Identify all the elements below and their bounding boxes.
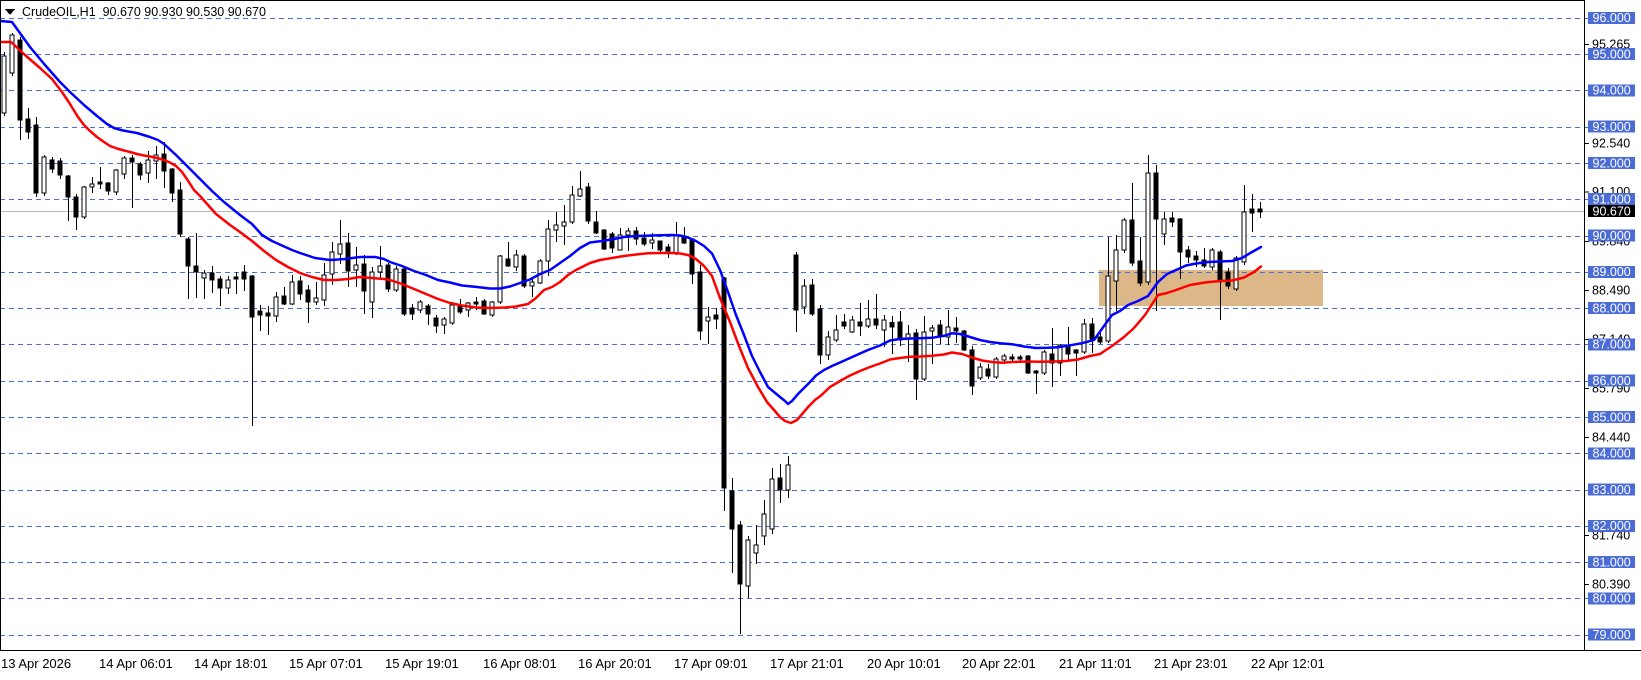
svg-text:93.000: 93.000 xyxy=(1593,120,1631,134)
svg-text:96.000: 96.000 xyxy=(1593,11,1631,25)
svg-text:22 Apr 12:01: 22 Apr 12:01 xyxy=(1251,656,1325,671)
svg-text:21 Apr 23:01: 21 Apr 23:01 xyxy=(1154,656,1228,671)
svg-text:82.000: 82.000 xyxy=(1593,519,1631,533)
svg-text:13 Apr 2026: 13 Apr 2026 xyxy=(1,656,71,671)
svg-text:86.000: 86.000 xyxy=(1593,374,1631,388)
svg-text:94.000: 94.000 xyxy=(1593,84,1631,98)
svg-text:92.540: 92.540 xyxy=(1592,137,1630,151)
svg-text:88.490: 88.490 xyxy=(1592,284,1630,298)
svg-text:15 Apr 07:01: 15 Apr 07:01 xyxy=(289,656,363,671)
svg-text:14 Apr 06:01: 14 Apr 06:01 xyxy=(99,656,173,671)
svg-text:84.000: 84.000 xyxy=(1593,447,1631,461)
svg-text:17 Apr 09:01: 17 Apr 09:01 xyxy=(674,656,748,671)
svg-text:85.000: 85.000 xyxy=(1593,410,1631,424)
svg-text:81.000: 81.000 xyxy=(1593,555,1631,569)
svg-text:80.390: 80.390 xyxy=(1592,578,1630,592)
svg-text:90.000: 90.000 xyxy=(1593,229,1631,243)
svg-text:80.000: 80.000 xyxy=(1593,592,1631,606)
svg-text:79.000: 79.000 xyxy=(1593,628,1631,642)
svg-text:14 Apr 18:01: 14 Apr 18:01 xyxy=(194,656,268,671)
svg-text:20 Apr 10:01: 20 Apr 10:01 xyxy=(867,656,941,671)
svg-text:92.000: 92.000 xyxy=(1593,156,1631,170)
svg-text:15 Apr 19:01: 15 Apr 19:01 xyxy=(385,656,459,671)
svg-text:21 Apr 11:01: 21 Apr 11:01 xyxy=(1059,656,1132,671)
svg-text:83.000: 83.000 xyxy=(1593,483,1631,497)
svg-text:16 Apr 20:01: 16 Apr 20:01 xyxy=(578,656,652,671)
svg-text:81.740: 81.740 xyxy=(1592,529,1630,543)
svg-text:89.000: 89.000 xyxy=(1593,265,1631,279)
svg-text:87.000: 87.000 xyxy=(1593,338,1631,352)
svg-text:17 Apr 21:01: 17 Apr 21:01 xyxy=(770,656,844,671)
svg-text:16 Apr 08:01: 16 Apr 08:01 xyxy=(483,656,557,671)
svg-text:88.000: 88.000 xyxy=(1593,301,1631,315)
svg-text:90.670: 90.670 xyxy=(1593,205,1631,219)
svg-text:95.000: 95.000 xyxy=(1593,47,1631,61)
svg-text:20 Apr 22:01: 20 Apr 22:01 xyxy=(962,656,1036,671)
svg-text:84.440: 84.440 xyxy=(1592,431,1630,445)
svg-text:CrudeOIL,H1 90.670 90.930 90.: CrudeOIL,H1 90.670 90.930 90.530 90.670 xyxy=(22,5,266,19)
svg-text:91.000: 91.000 xyxy=(1593,193,1631,207)
